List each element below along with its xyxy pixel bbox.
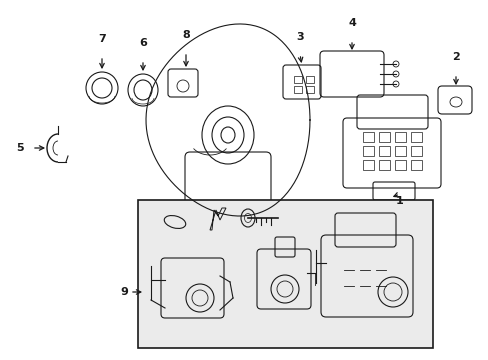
Bar <box>378 132 389 142</box>
Bar <box>394 160 405 170</box>
Bar <box>362 146 373 156</box>
Bar <box>378 160 389 170</box>
Bar <box>410 132 421 142</box>
Bar <box>293 86 302 93</box>
Bar <box>410 160 421 170</box>
Bar <box>394 132 405 142</box>
Text: 8: 8 <box>182 30 189 40</box>
Bar <box>293 76 302 83</box>
Text: 5: 5 <box>16 143 24 153</box>
Bar <box>138 200 432 348</box>
Bar <box>378 146 389 156</box>
Bar <box>394 146 405 156</box>
Bar <box>362 132 373 142</box>
Bar <box>362 160 373 170</box>
Text: 2: 2 <box>451 52 459 62</box>
Text: 9: 9 <box>120 287 128 297</box>
Bar <box>410 146 421 156</box>
Text: 3: 3 <box>296 32 303 42</box>
Text: 1: 1 <box>395 196 403 206</box>
Text: 7: 7 <box>98 34 106 44</box>
Bar <box>305 86 313 93</box>
Text: 6: 6 <box>139 38 146 48</box>
Text: 4: 4 <box>347 18 355 28</box>
Bar <box>305 76 313 83</box>
